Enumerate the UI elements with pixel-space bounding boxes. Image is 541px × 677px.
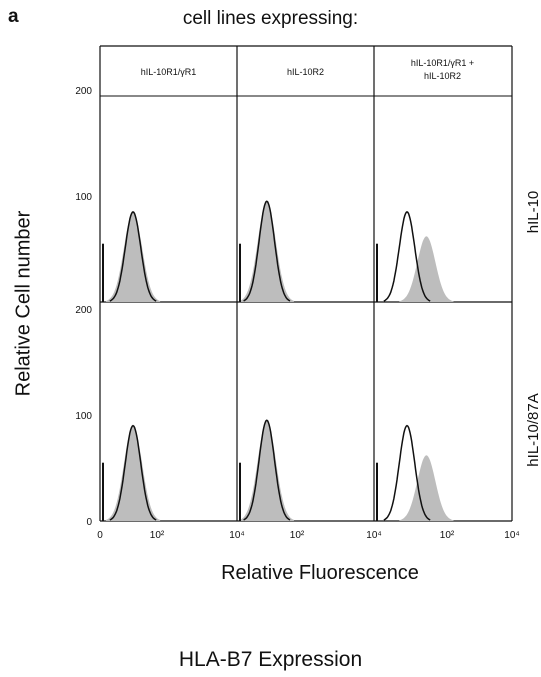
x-tick-label: 10⁴ — [366, 530, 381, 541]
x-tick-label: 0 — [97, 530, 103, 541]
column-header: hIL-10R2 — [424, 71, 461, 81]
shaded-histogram — [239, 420, 294, 521]
y-tick-label: 0 — [86, 517, 92, 528]
outline-histogram — [383, 424, 431, 521]
column-header: hIL-10R1/γR1 + — [411, 58, 474, 68]
x-tick-label: 10² — [150, 530, 165, 541]
panel-letter: a — [8, 6, 19, 27]
shaded-histogram — [105, 425, 161, 521]
shaded-histogram — [399, 236, 454, 302]
y-tick-label: 200 — [75, 305, 92, 316]
shaded-histogram — [399, 455, 454, 521]
outline-histogram — [109, 211, 157, 302]
chart-labels: hIL-10R1/γR1 hIL-10R2 hIL-10R1/γR1 + hIL-10… — [75, 58, 541, 541]
figure-header: cell lines expressing: — [182, 8, 359, 29]
figure-caption: HLA-B7 Expression — [178, 648, 363, 671]
histogram-layer — [102, 200, 454, 521]
y-tick-label: 200 — [75, 86, 92, 97]
outline-histogram — [383, 211, 431, 302]
column-header: hIL-10R1/γR1 — [141, 67, 197, 77]
column-header: hIL-10R2 — [287, 67, 324, 77]
outline-histogram — [243, 200, 291, 302]
y-tick-label: 100 — [75, 192, 92, 203]
row-label: hIL-10 — [525, 191, 541, 234]
x-tick-label: 10⁴ — [229, 530, 244, 541]
outline-histogram — [243, 419, 291, 521]
shaded-histogram — [105, 211, 161, 302]
outline-histogram — [109, 424, 157, 521]
row-label: hIL-10/87A — [525, 393, 541, 466]
chart-frame — [99, 45, 513, 522]
x-tick-label: 10⁴ — [504, 530, 519, 541]
x-tick-label: 10² — [290, 530, 305, 541]
y-tick-label: 100 — [75, 411, 92, 422]
x-tick-label: 10² — [440, 530, 455, 541]
shaded-histogram — [239, 201, 294, 302]
x-axis-title: Relative Fluorescence — [221, 562, 419, 584]
